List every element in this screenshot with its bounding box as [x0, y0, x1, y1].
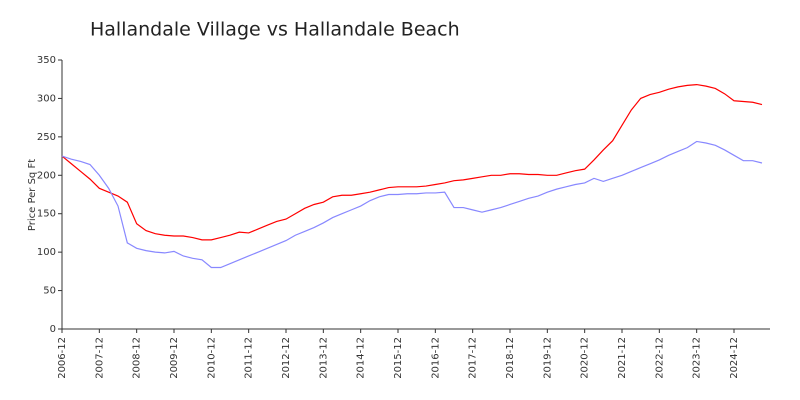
x-tick-label: 2009-12	[169, 337, 180, 379]
x-tick-label: 2017-12	[468, 337, 479, 379]
x-tick-label: 2011-12	[244, 337, 255, 379]
x-tick-label: 2013-12	[318, 337, 329, 379]
y-tick-label: 150	[37, 209, 56, 220]
x-tick-label: 2014-12	[356, 337, 367, 379]
y-tick-label: 50	[43, 286, 56, 297]
y-axis-label: Price Per Sq Ft	[27, 159, 38, 231]
x-tick-label: 2012-12	[281, 337, 292, 379]
y-tick-label: 100	[37, 247, 56, 258]
y-tick-label: 300	[37, 93, 56, 104]
x-tick-label: 2015-12	[393, 337, 404, 379]
x-tick-label: 2010-12	[206, 337, 217, 379]
y-tick-label: 250	[37, 132, 56, 143]
x-tick-label: 2016-12	[430, 337, 441, 379]
y-tick-label: 200	[37, 170, 56, 181]
x-tick-label: 2018-12	[505, 337, 516, 379]
x-tick-label: 2019-12	[542, 337, 553, 379]
line-series	[61, 83, 763, 241]
chart-title: Hallandale Village vs Hallandale Beach	[90, 19, 460, 41]
x-tick-label: 2007-12	[94, 337, 105, 379]
line-series	[61, 140, 763, 269]
y-tick-label: 350	[37, 55, 56, 66]
y-tick-label: 0	[50, 324, 56, 335]
x-tick-label: 2021-12	[617, 337, 628, 379]
x-tick-label: 2006-12	[57, 337, 68, 379]
x-tick-label: 2023-12	[692, 337, 703, 379]
x-tick-label: 2020-12	[580, 337, 591, 379]
x-tick-label: 2008-12	[132, 337, 143, 379]
x-tick-label: 2024-12	[729, 337, 740, 379]
x-tick-label: 2022-12	[654, 337, 665, 379]
